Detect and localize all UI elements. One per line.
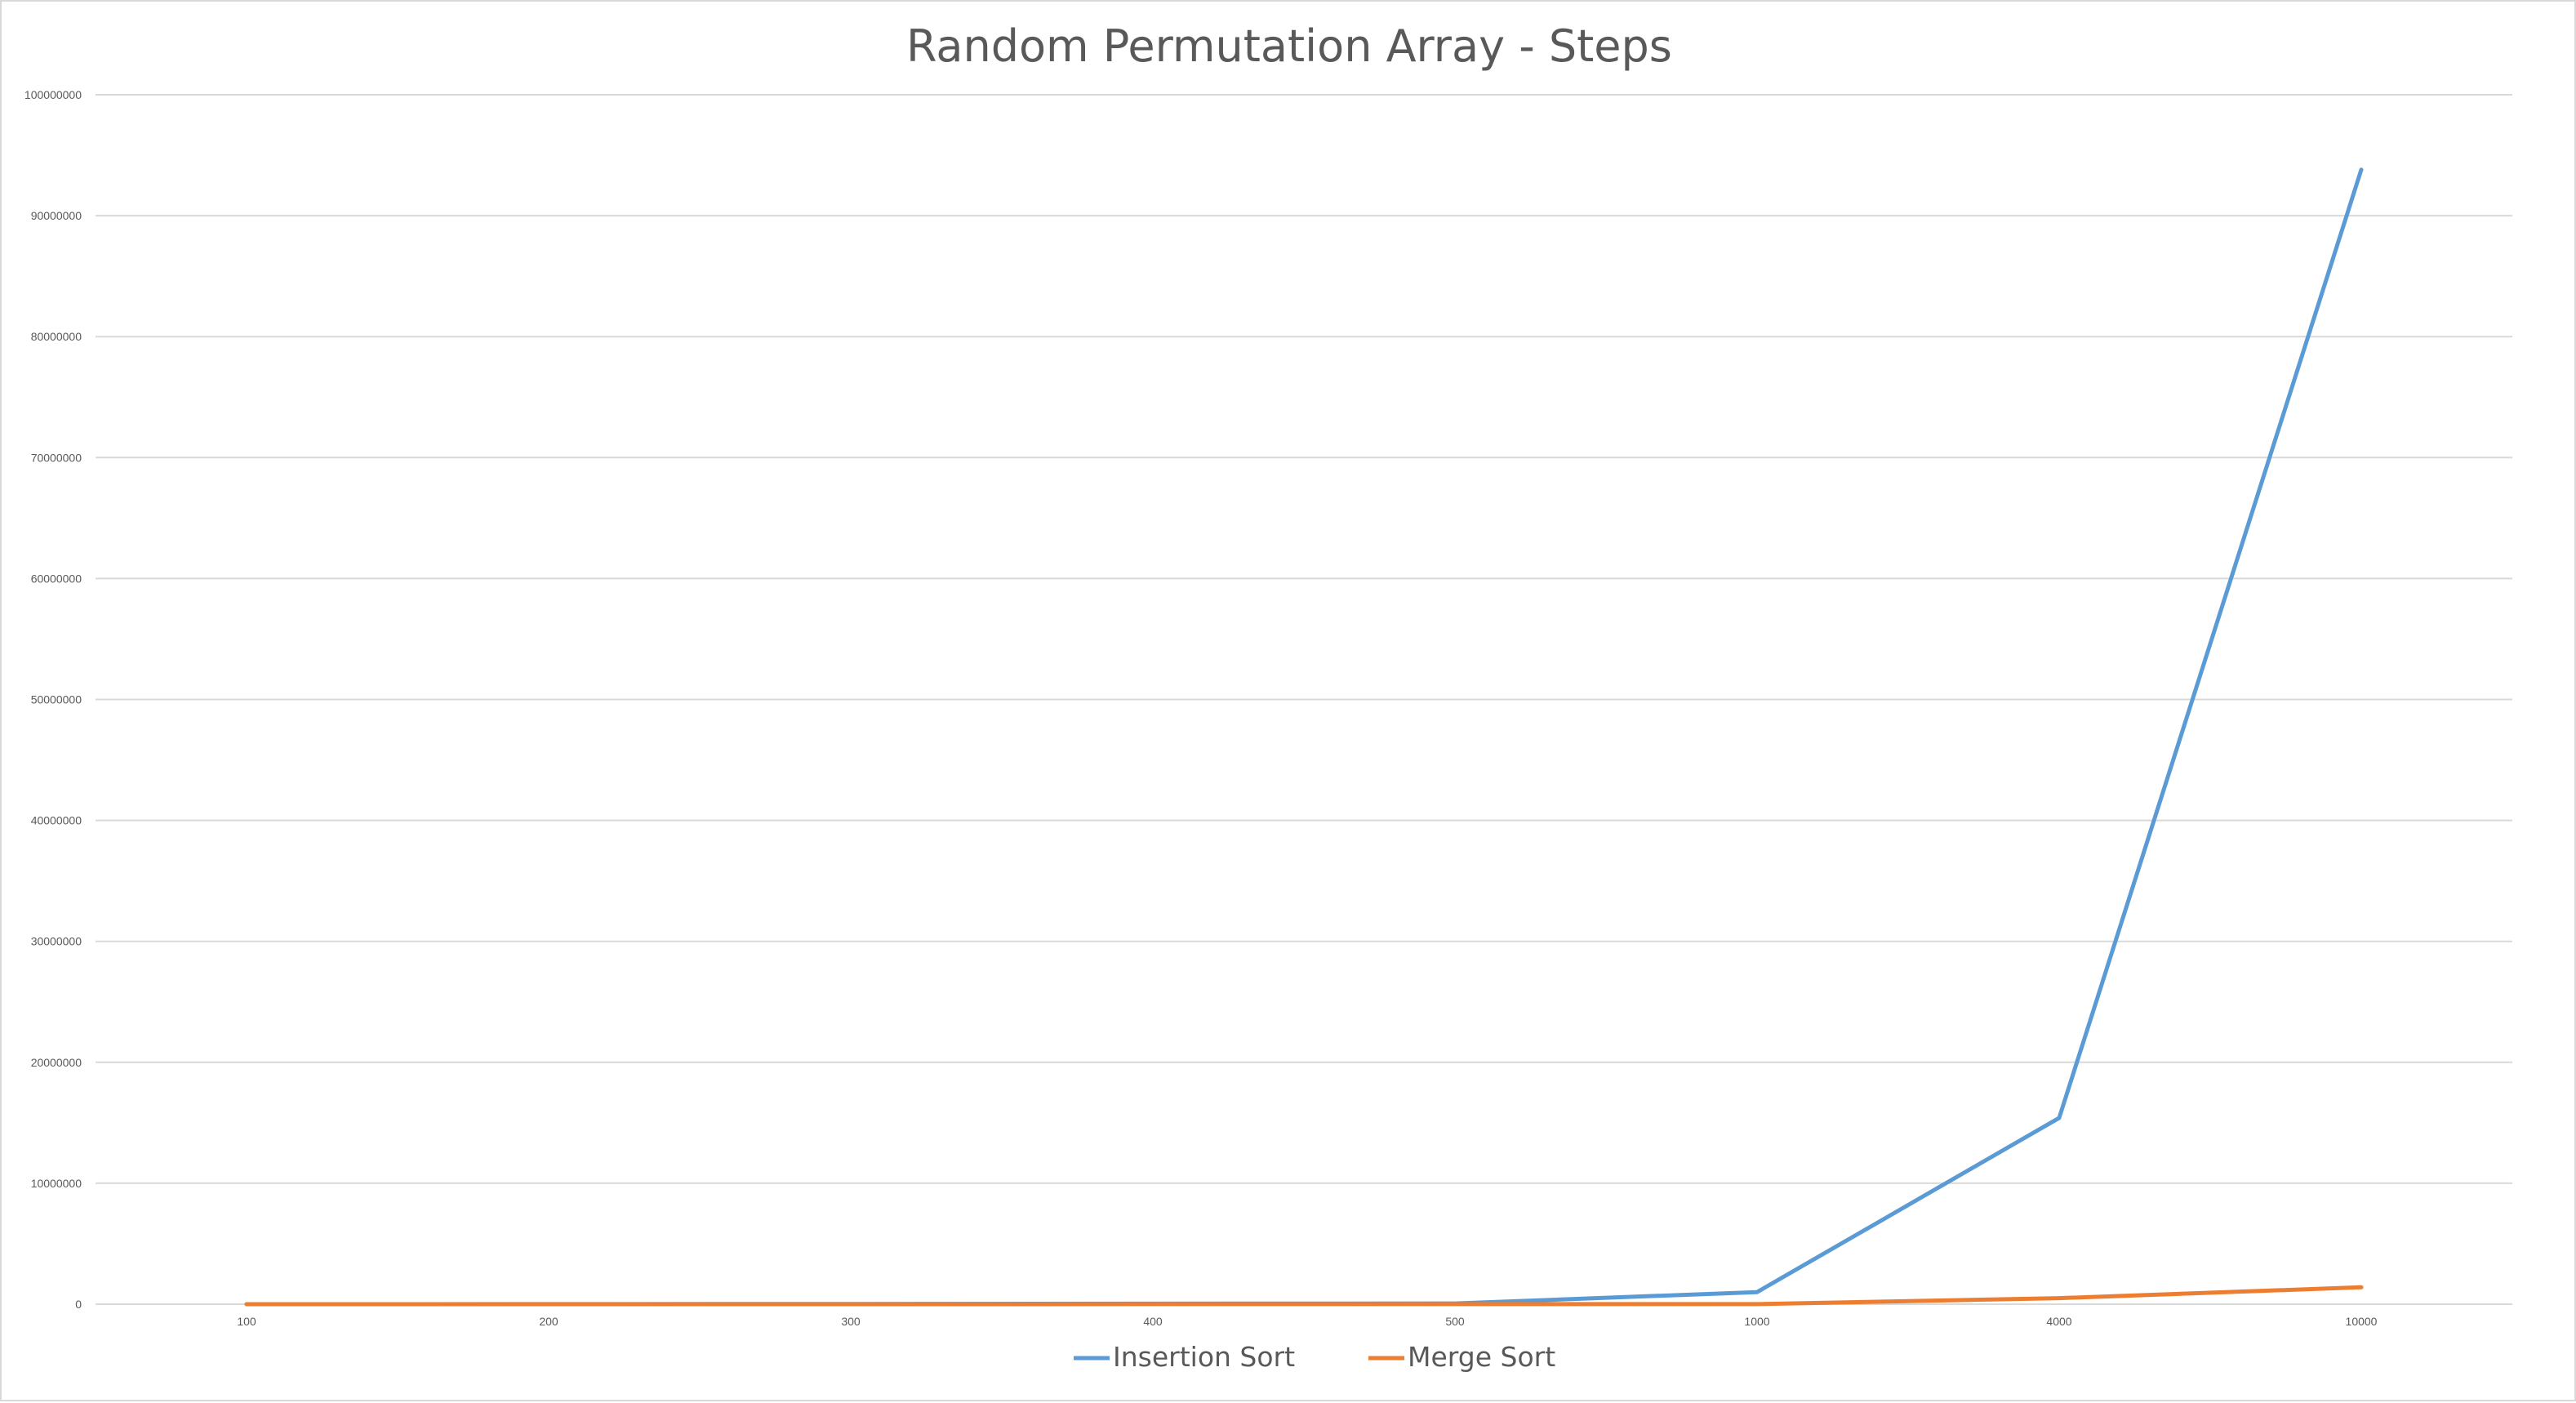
gridlines (96, 94, 2512, 1305)
y-tick-label: 90000000 (31, 209, 82, 222)
x-tick-label: 10000 (2346, 1315, 2378, 1328)
y-tick-label: 10000000 (31, 1177, 82, 1190)
y-tick-label: 20000000 (31, 1056, 82, 1069)
y-tick-label: 100000000 (24, 88, 82, 101)
y-tick-label: 60000000 (31, 572, 82, 585)
y-tick-label: 40000000 (31, 814, 82, 827)
chart-title: Random Permutation Array - Steps (906, 20, 1672, 72)
x-tick-label: 1000 (1744, 1315, 1769, 1328)
x-tick-label: 300 (841, 1315, 861, 1328)
x-tick-label: 500 (1445, 1315, 1465, 1328)
legend-label: Merge Sort (1408, 1341, 1555, 1373)
x-tick-label: 200 (539, 1315, 558, 1328)
y-axis-ticks: 0 10000000 20000000 30000000 40000000 5000000… (24, 88, 82, 1311)
x-tick-label: 4000 (2046, 1315, 2071, 1328)
y-tick-label: 30000000 (31, 935, 82, 948)
y-tick-label: 70000000 (31, 451, 82, 464)
legend: Insertion Sort Merge Sort (1074, 1341, 1555, 1373)
x-tick-label: 400 (1143, 1315, 1163, 1328)
y-tick-label: 50000000 (31, 693, 82, 706)
series-lines (244, 167, 2364, 1307)
x-tick-label: 100 (237, 1315, 256, 1328)
legend-label: Insertion Sort (1113, 1341, 1295, 1373)
series-line-0 (244, 167, 2364, 1307)
y-tick-label: 0 (75, 1298, 82, 1311)
series-line-1 (244, 1285, 2364, 1307)
y-tick-label: 80000000 (31, 330, 82, 343)
x-axis-ticks: 100 200 300 400 500 1000 4000 10000 (237, 1315, 2377, 1328)
